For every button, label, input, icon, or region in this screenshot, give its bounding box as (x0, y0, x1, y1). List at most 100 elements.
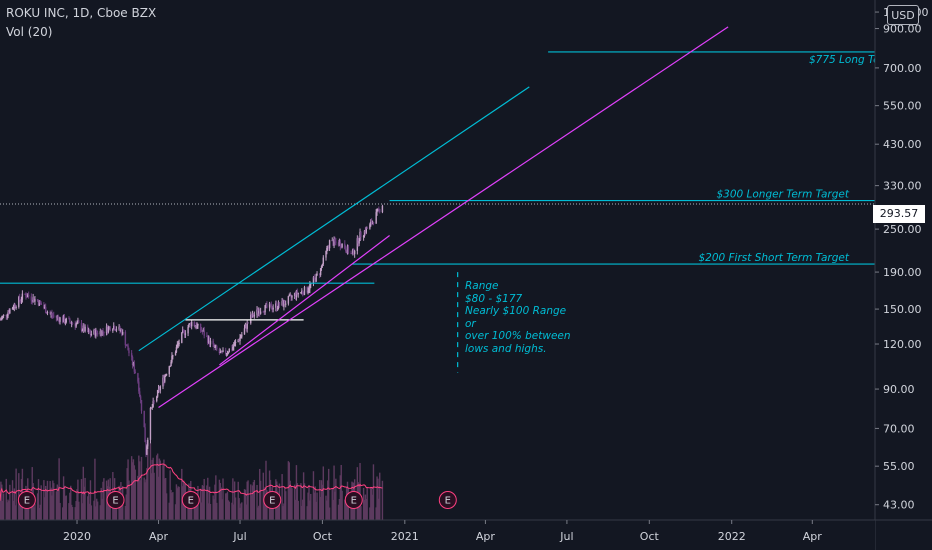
volume-bar (239, 507, 241, 520)
x-tick-label: Jul (232, 530, 246, 543)
candle-body (126, 345, 128, 347)
volume-bar (309, 500, 311, 520)
volume-bar (289, 480, 291, 520)
volume-bar (13, 488, 16, 520)
volume-bar (130, 456, 133, 520)
volume-bar (281, 474, 283, 520)
volume-indicator-label[interactable]: Vol (20) (6, 25, 53, 39)
volume-bar (37, 479, 40, 520)
volume-bar (233, 504, 235, 520)
volume-bar (78, 501, 80, 520)
candle-body (71, 322, 74, 324)
volume-bar (359, 462, 361, 520)
volume-bar (168, 502, 170, 520)
candle-body (237, 339, 239, 342)
candle-body (162, 377, 164, 387)
volume-bar (75, 501, 77, 520)
volume-bar (231, 502, 233, 520)
volume-bar (377, 478, 379, 520)
candle-body (52, 315, 54, 317)
volume-bar (319, 480, 321, 520)
candle-body (365, 227, 367, 233)
volume-bar (250, 495, 253, 520)
volume-bar (287, 461, 290, 520)
volume-bar (19, 494, 21, 520)
volume-bar (56, 484, 59, 520)
candle-body (257, 309, 259, 314)
candle-body (327, 247, 330, 249)
candle-body (36, 299, 39, 301)
candle-body (99, 331, 102, 335)
volume-bar (134, 469, 136, 520)
volume-bar (46, 480, 49, 520)
earnings-marker (181, 491, 200, 509)
volume-bar (297, 500, 299, 520)
candle-body (178, 342, 180, 344)
volume-bar (171, 492, 173, 520)
candle-body (149, 407, 152, 440)
candle-body (139, 391, 141, 397)
candle-body (282, 301, 284, 307)
volume-bar (44, 497, 46, 520)
candle-body (294, 293, 297, 298)
candle-body (75, 323, 77, 327)
y-tick-label: 330.00 (883, 180, 922, 193)
candle-body (357, 238, 359, 244)
volume-bar (325, 495, 327, 520)
volume-bar (310, 493, 312, 520)
earnings-marker-label: E (445, 496, 451, 507)
volume-bar (234, 497, 237, 520)
volume-bar (70, 485, 72, 520)
y-axis[interactable]: 43.00 55.00 70.00 90.00 120.00 150.00 190.00 25… (874, 0, 932, 550)
earnings-marker (106, 491, 125, 509)
volume-bar (87, 492, 90, 520)
candle-body (158, 388, 161, 391)
volume-bar (332, 499, 334, 520)
volume-bar (366, 487, 368, 520)
volume-bar (293, 484, 296, 520)
candle-body (246, 322, 248, 329)
candle-body (288, 295, 290, 297)
volume-bar (132, 459, 135, 520)
candle-body (84, 326, 86, 332)
candle-body (313, 277, 316, 279)
currency-button[interactable]: USD (887, 5, 919, 25)
candles (0, 204, 384, 458)
candle-body (105, 326, 108, 334)
candle-body (139, 396, 142, 401)
volume-bar (290, 486, 292, 520)
volume-bar (101, 498, 103, 520)
volume-bar (288, 462, 290, 520)
x-tick-label: Apr (476, 530, 496, 543)
candle-body (326, 247, 328, 251)
candle-body (68, 318, 70, 320)
candle-body (49, 311, 51, 315)
candle-body (371, 221, 374, 224)
volume-bar (119, 500, 121, 520)
candle-body (26, 296, 28, 298)
volume-bar (233, 481, 236, 520)
volume-bar (133, 465, 136, 520)
volume-bar (294, 499, 297, 520)
x-axis[interactable]: 2020 Apr Jul Oct 2021 Apr Jul Oct 2022 Apr (0, 519, 932, 550)
candle-body (65, 318, 67, 323)
candle-body (14, 304, 16, 308)
candle-body (222, 350, 224, 352)
volume-bar (149, 443, 152, 520)
y-tick-label: 190.00 (883, 266, 922, 279)
volume-bar (88, 503, 91, 520)
candle-body (8, 312, 10, 314)
volume-bar (314, 486, 316, 520)
volume-bar (365, 498, 367, 520)
volume-bar (313, 492, 316, 520)
candle-body (177, 343, 179, 345)
volume-bar (307, 492, 309, 520)
volume-bar (95, 506, 97, 520)
candle-body (174, 352, 177, 356)
candle-body (350, 253, 352, 255)
candle-body (64, 322, 67, 324)
candle-body (358, 241, 360, 244)
volume-bar (163, 459, 165, 520)
